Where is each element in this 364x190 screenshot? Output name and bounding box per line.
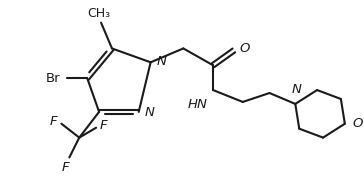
Text: N: N	[291, 83, 301, 96]
Text: O: O	[240, 42, 250, 55]
Text: O: O	[353, 117, 363, 130]
Text: F: F	[62, 161, 69, 174]
Text: N: N	[145, 106, 155, 119]
Text: F: F	[100, 119, 108, 132]
Text: F: F	[50, 115, 58, 128]
Text: CH₃: CH₃	[87, 7, 111, 20]
Text: N: N	[157, 55, 166, 68]
Text: HN: HN	[187, 98, 207, 111]
Text: Br: Br	[46, 72, 60, 85]
